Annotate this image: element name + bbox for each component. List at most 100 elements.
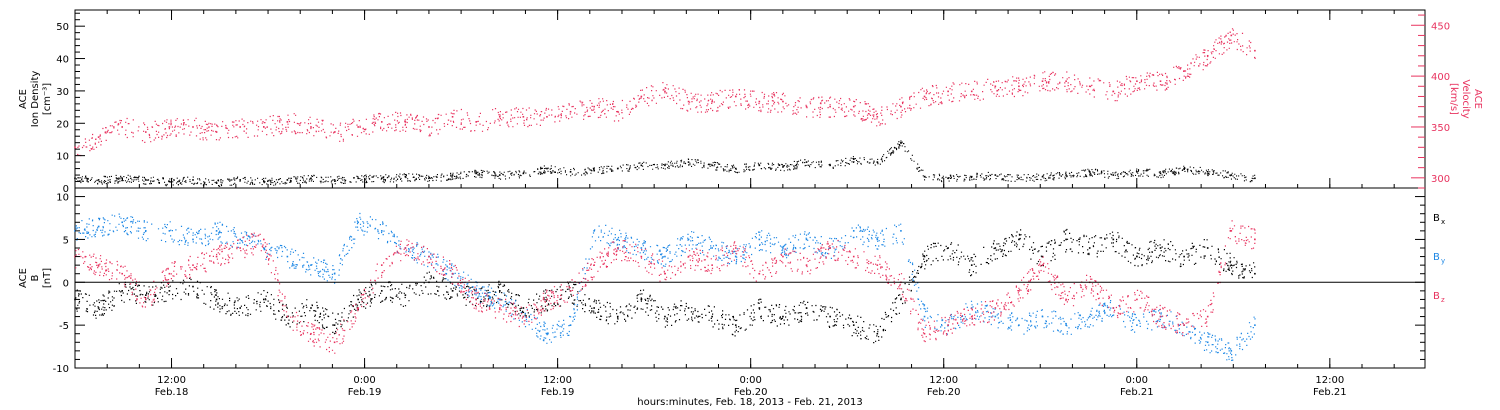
- velocity-point: [1159, 80, 1162, 82]
- velocity-point: [970, 90, 973, 93]
- density-point: [286, 179, 289, 181]
- by-point: [286, 255, 289, 258]
- bx-point: [616, 315, 619, 318]
- by-point: [144, 230, 147, 232]
- density-point: [640, 164, 643, 167]
- x-tick-date-label: Feb.21: [1120, 387, 1154, 398]
- legend-sub-y: y: [1441, 257, 1445, 265]
- bottom-left-title-line1: ACE: [18, 268, 29, 288]
- bx-point: [970, 264, 973, 266]
- density-point: [994, 174, 997, 176]
- bottom-left-title-line3: [nT]: [42, 268, 53, 288]
- bx-point: [1230, 264, 1233, 266]
- by-point: [923, 315, 926, 318]
- bx-point: [215, 298, 218, 301]
- by-point: [1088, 315, 1091, 318]
- density-point: [970, 175, 973, 178]
- top-panel-data: [74, 28, 1256, 187]
- by-point: [215, 230, 218, 232]
- density-point: [829, 164, 831, 167]
- x-tick-time-label: 12:00: [929, 375, 958, 386]
- velocity-point: [664, 90, 666, 93]
- velocity-point: [168, 126, 171, 128]
- velocity-point: [616, 110, 619, 113]
- bx-point: [333, 324, 336, 326]
- velocity-point: [239, 126, 241, 128]
- velocity-point: [758, 100, 761, 103]
- bz-point: [121, 272, 123, 275]
- density-point: [404, 175, 407, 178]
- density-point: [1041, 175, 1044, 178]
- velocity-point: [947, 90, 949, 93]
- density-point: [239, 179, 241, 181]
- bz-point: [404, 247, 407, 249]
- bx-point: [758, 307, 761, 309]
- density-point: [262, 180, 265, 183]
- velocity-point: [593, 105, 595, 108]
- bz-point: [522, 315, 525, 318]
- by-point: [1065, 324, 1067, 326]
- by-point: [239, 238, 241, 241]
- density-point: [569, 171, 572, 173]
- density-point: [74, 177, 76, 180]
- by-point: [876, 238, 879, 241]
- bz-point: [239, 247, 241, 249]
- top-right-tick-label: 450: [1431, 21, 1450, 32]
- bz-point: [451, 272, 454, 275]
- top-left-tick-label: 30: [56, 87, 69, 98]
- bx-point: [1254, 272, 1256, 275]
- bz-cloud: [75, 220, 1256, 354]
- velocity-point: [1206, 54, 1209, 57]
- bottom-left-tick-label: 5: [63, 235, 69, 246]
- bz-point: [1159, 315, 1162, 318]
- velocity-point: [900, 105, 902, 108]
- density-point: [357, 177, 359, 180]
- bx-point: [734, 324, 737, 326]
- axes-group: 01020304050300350400450-10-5051012:00Feb…: [53, 10, 1450, 398]
- density-point: [380, 177, 383, 180]
- bx-point: [97, 307, 100, 309]
- velocity-point: [1230, 34, 1233, 37]
- bottom-left-axis-title: ACE B [nT]: [18, 268, 53, 288]
- by-point: [357, 221, 359, 224]
- density-point: [475, 172, 477, 175]
- by-point: [616, 238, 619, 241]
- velocity-point: [451, 116, 454, 118]
- velocity-point: [522, 116, 525, 118]
- by-point: [852, 230, 855, 232]
- bz-point: [994, 307, 997, 309]
- by-point: [593, 230, 595, 232]
- top-left-title-line2: Ion Density: [30, 71, 41, 128]
- bz-point: [616, 247, 619, 249]
- velocity-point: [805, 105, 808, 108]
- top-left-title-line1: ACE: [18, 89, 29, 109]
- bz-point: [711, 264, 713, 266]
- density-series: [74, 140, 1256, 187]
- bz-point: [1018, 290, 1020, 292]
- bz-point: [782, 255, 784, 258]
- bx-point: [1159, 247, 1162, 249]
- by-point: [758, 238, 761, 241]
- bottom-panel-frame: [74, 187, 1426, 369]
- bx-point: [664, 315, 666, 318]
- density-point: [144, 179, 147, 181]
- by-point: [900, 230, 902, 232]
- top-right-tick-label: 300: [1431, 174, 1450, 185]
- velocity-point: [687, 100, 690, 103]
- bz-point: [805, 264, 808, 266]
- x-tick-date-label: Feb.19: [348, 387, 382, 398]
- bz-point: [1065, 298, 1067, 301]
- density-point: [734, 167, 737, 170]
- velocity-point: [1065, 80, 1067, 82]
- bx-point: [829, 315, 831, 318]
- x-tick-time-label: 0:00: [353, 375, 375, 386]
- top-right-title-line3: [km/s]: [1448, 83, 1459, 115]
- bz-point: [333, 341, 336, 344]
- velocity-point: [852, 105, 855, 108]
- by-point: [805, 238, 808, 241]
- by-point: [1230, 350, 1233, 352]
- density-point: [664, 164, 666, 167]
- legend-sub-x: x: [1441, 218, 1445, 226]
- by-point: [168, 230, 171, 232]
